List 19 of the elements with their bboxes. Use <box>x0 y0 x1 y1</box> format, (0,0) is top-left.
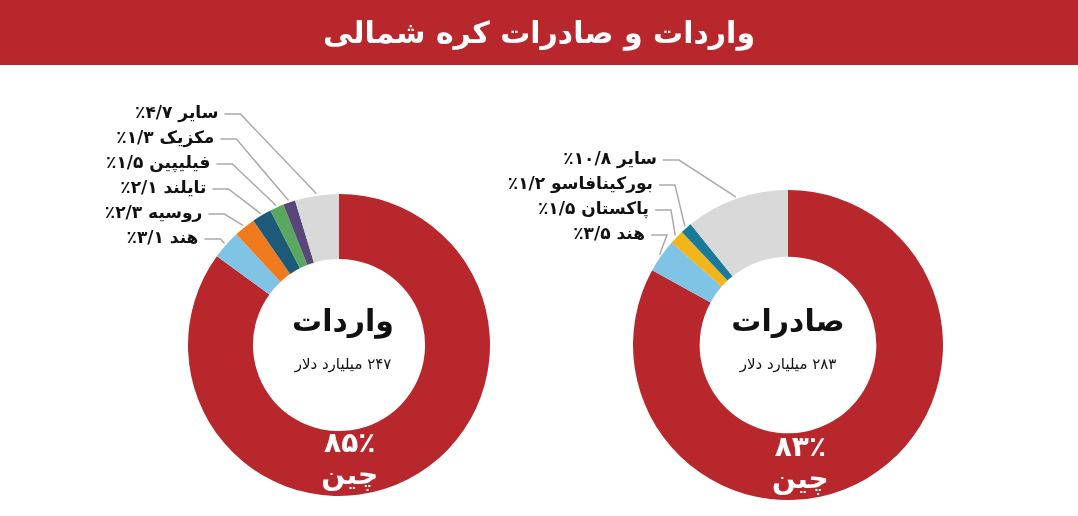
slice-label: پاکستان ۱/۵٪ <box>537 198 649 220</box>
text: واردات و صادرات کره شمالی <box>322 15 756 50</box>
slice-label: هند ۳/۵٪ <box>573 223 645 244</box>
slice-label: چین <box>321 458 379 492</box>
slice-label: چین <box>771 462 829 496</box>
slice-label: سایر ۴/۷٪ <box>135 102 219 124</box>
slice-label: تایلند ۲/۱٪ <box>120 177 207 198</box>
slice-label: بورکینافاسو ۱/۲٪ <box>507 173 653 195</box>
slice-label: فیلیپین ۱/۵٪ <box>105 152 211 174</box>
text: ۲۴۷ میلیارد دلار <box>293 354 392 373</box>
text: صادرات <box>731 302 845 338</box>
slice-label: مکزیک ۱/۳٪ <box>116 127 215 149</box>
slice-label: روسیه ۲/۳٪ <box>104 202 203 224</box>
text: ۲۸۳ میلیارد دلار <box>738 354 837 373</box>
text: واردات <box>291 302 395 339</box>
data-label: ۸۵٪ <box>324 426 376 460</box>
slice-label: سایر ۱۰/۸٪ <box>563 148 657 170</box>
slice-label: هند ۳/۱٪ <box>126 227 199 248</box>
data-label: ۸۳٪ <box>774 430 827 464</box>
